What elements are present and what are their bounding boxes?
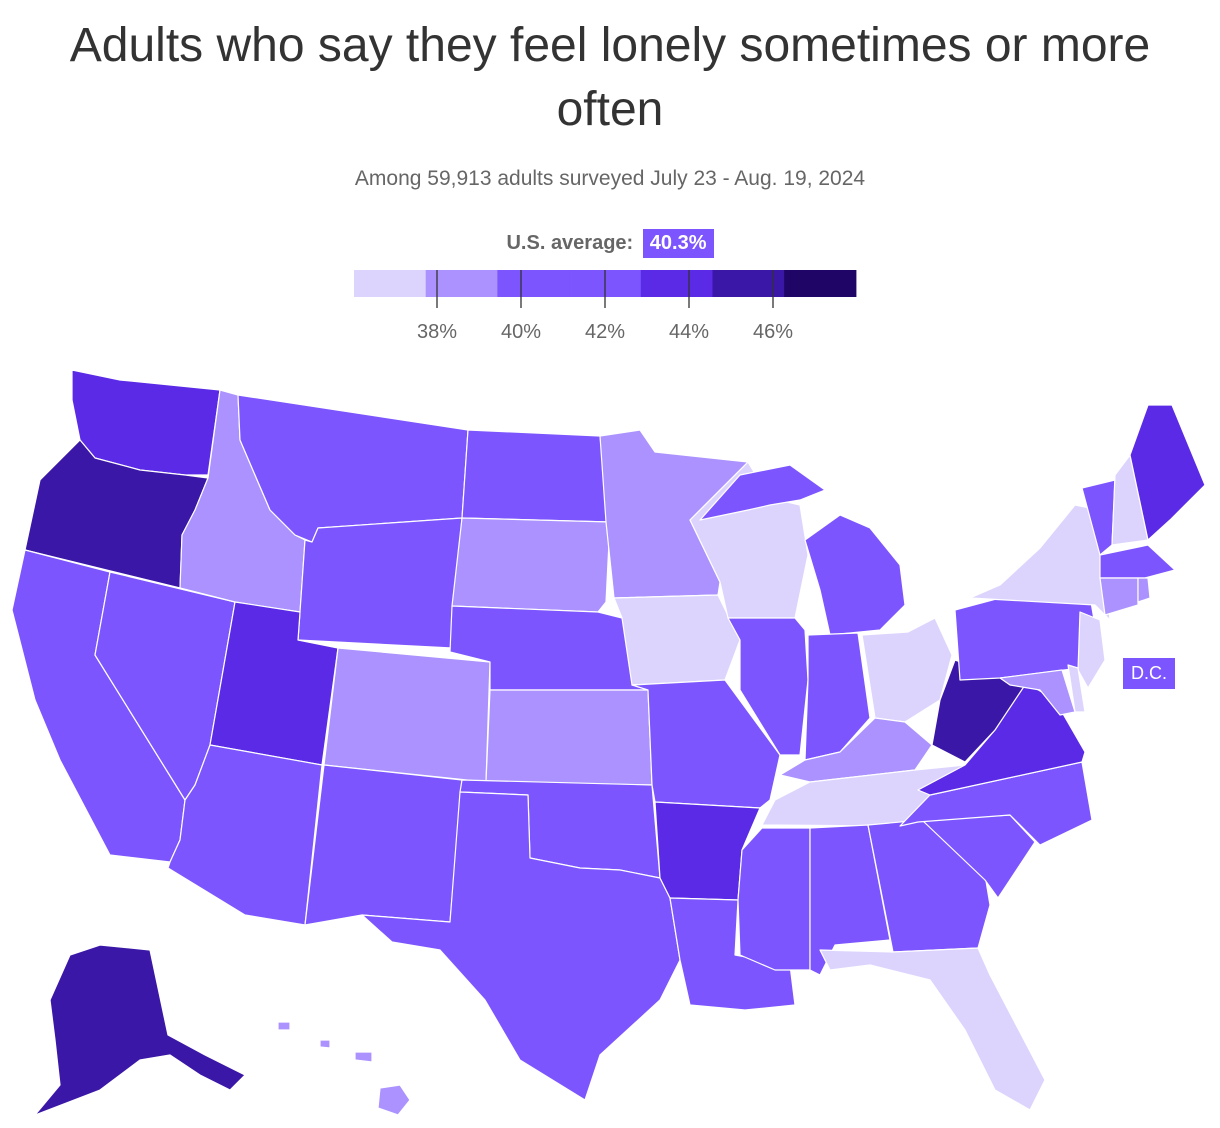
state-ma[interactable] — [1099, 544, 1176, 579]
state-ak[interactable] — [34, 944, 246, 1116]
state-la[interactable] — [669, 897, 796, 1011]
state-nc[interactable] — [899, 761, 1093, 846]
legend-swatch — [354, 270, 427, 297]
state-wy[interactable] — [297, 517, 463, 649]
chart-title: Adults who say they feel lonely sometime… — [69, 19, 1151, 136]
state-fl[interactable] — [819, 947, 1046, 1111]
chart-subtitle: Among 59,913 adults surveyed July 23 - A… — [354, 167, 866, 190]
legend-tick-label: 38% — [417, 321, 457, 343]
state-nd[interactable] — [461, 429, 611, 523]
state-mi[interactable] — [804, 514, 906, 636]
legend-swatch — [712, 270, 785, 297]
state-me[interactable] — [1129, 404, 1206, 541]
legend-swatch — [497, 270, 570, 297]
dc-label: D.C. — [1123, 658, 1175, 689]
legend-tick-label: 42% — [585, 321, 625, 343]
legend-tick-label: 46% — [753, 321, 793, 343]
color-legend: 38% 40% 42% 44% 46% — [354, 270, 857, 343]
state-ia[interactable] — [613, 594, 741, 686]
state-mi[interactable] — [699, 464, 826, 521]
legend-swatch — [640, 270, 713, 297]
legend-swatch — [425, 270, 498, 297]
state-ms[interactable] — [737, 827, 811, 971]
state-il[interactable] — [727, 617, 809, 756]
state-nm[interactable] — [304, 764, 463, 926]
state-nj[interactable] — [1077, 611, 1106, 689]
us-average: U.S. average: 40.3% — [0, 229, 1220, 258]
legend-tick-label: 44% — [669, 321, 709, 343]
state-ri[interactable] — [1137, 577, 1151, 603]
state-hi[interactable] — [319, 1039, 331, 1049]
us-average-label: U.S. average: — [506, 232, 634, 254]
us-average-value: 40.3% — [642, 229, 714, 258]
state-co[interactable] — [323, 647, 491, 783]
state-az[interactable] — [167, 744, 323, 926]
legend-tick-label: 40% — [501, 321, 541, 343]
legend-swatch — [784, 270, 857, 297]
state-md[interactable] — [999, 669, 1076, 716]
state-hi[interactable] — [354, 1051, 373, 1063]
us-map — [11, 369, 1206, 1116]
state-ct[interactable] — [1099, 577, 1139, 616]
state-hi[interactable] — [377, 1084, 411, 1116]
state-hi[interactable] — [277, 1021, 291, 1031]
state-tx[interactable] — [361, 791, 681, 1101]
state-sd[interactable] — [451, 517, 611, 613]
state-ks[interactable] — [485, 689, 653, 786]
state-de[interactable] — [1067, 664, 1086, 713]
